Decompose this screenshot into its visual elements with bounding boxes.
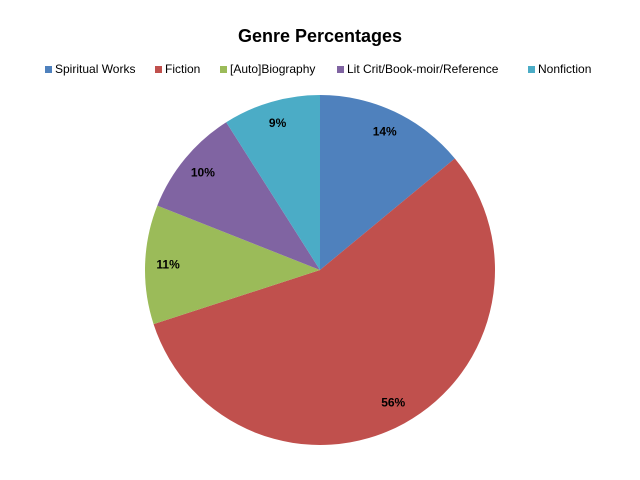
legend-label: [Auto]Biography	[230, 62, 315, 76]
pie-slice	[320, 95, 455, 270]
legend-swatch	[155, 66, 162, 73]
pie-slice	[157, 122, 320, 270]
data-label: 9%	[269, 116, 287, 130]
legend-swatch	[337, 66, 344, 73]
data-label: 56%	[381, 395, 405, 409]
pie-slice	[153, 158, 495, 445]
legend-swatch	[528, 66, 535, 73]
data-label: 14%	[373, 125, 397, 139]
legend-label: Spiritual Works	[55, 62, 135, 76]
pie-slice	[226, 95, 320, 270]
data-label: 10%	[191, 165, 215, 179]
legend-swatch	[45, 66, 52, 73]
legend-label: Fiction	[165, 62, 200, 76]
legend-label: Lit Crit/Book-moir/Reference	[347, 62, 499, 76]
legend-swatch	[220, 66, 227, 73]
legend-label: Nonfiction	[538, 62, 591, 76]
pie-slice	[144, 205, 320, 325]
chart-title: Genre Percentages	[238, 26, 402, 46]
data-label: 11%	[156, 257, 180, 271]
